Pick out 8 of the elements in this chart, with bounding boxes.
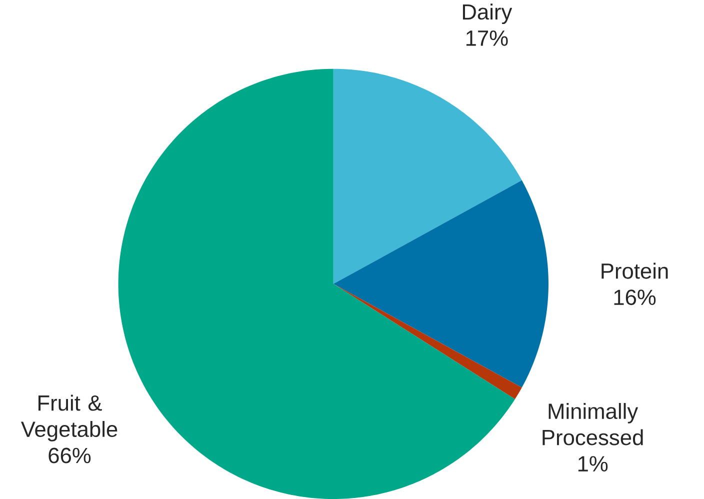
data-label: 66% — [48, 448, 91, 464]
slice-label: Protein — [602, 262, 668, 279]
slice-label: Minimally Processed — [542, 402, 643, 446]
slice-label: Dairy — [462, 4, 512, 24]
slice-label: Fruit & Vegetable — [20, 394, 118, 442]
data-label: 17% — [466, 30, 508, 46]
data-label: 16% — [614, 290, 656, 306]
data-label: 1% — [578, 456, 608, 472]
